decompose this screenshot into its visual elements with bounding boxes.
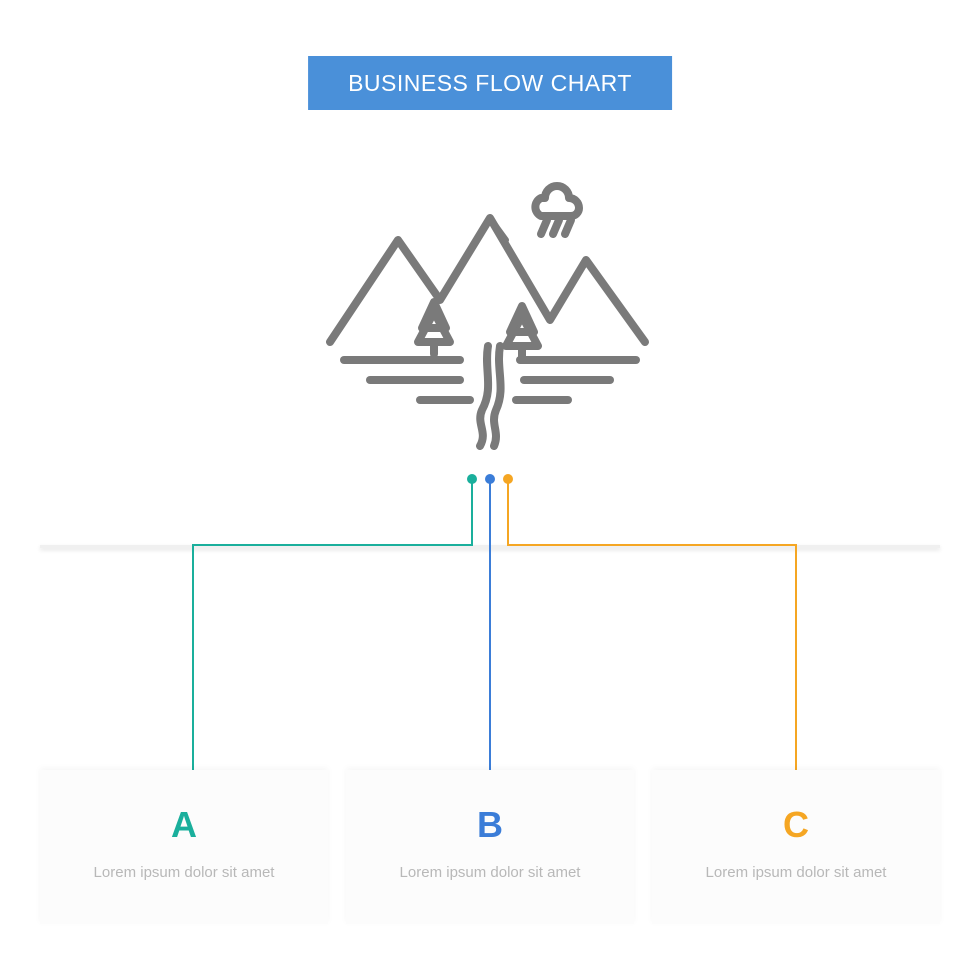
card-c: C Lorem ipsum dolor sit amet [652, 770, 940, 924]
card-desc: Lorem ipsum dolor sit amet [366, 862, 614, 884]
connector-dot-b [485, 474, 495, 484]
card-desc: Lorem ipsum dolor sit amet [672, 862, 920, 884]
cards-row: A Lorem ipsum dolor sit amet B Lorem ips… [40, 770, 940, 924]
page-title: BUSINESS FLOW CHART [348, 70, 632, 97]
card-desc: Lorem ipsum dolor sit amet [60, 862, 308, 884]
card-b: B Lorem ipsum dolor sit amet [346, 770, 634, 924]
card-a: A Lorem ipsum dolor sit amet [40, 770, 328, 924]
card-letter: C [672, 804, 920, 846]
title-band: BUSINESS FLOW CHART [308, 56, 672, 110]
mountain-landscape-icon [310, 170, 670, 450]
card-letter: A [60, 804, 308, 846]
card-letter: B [366, 804, 614, 846]
divider-shelf [40, 545, 940, 548]
connector-dot-c [503, 474, 513, 484]
connector-dot-a [467, 474, 477, 484]
